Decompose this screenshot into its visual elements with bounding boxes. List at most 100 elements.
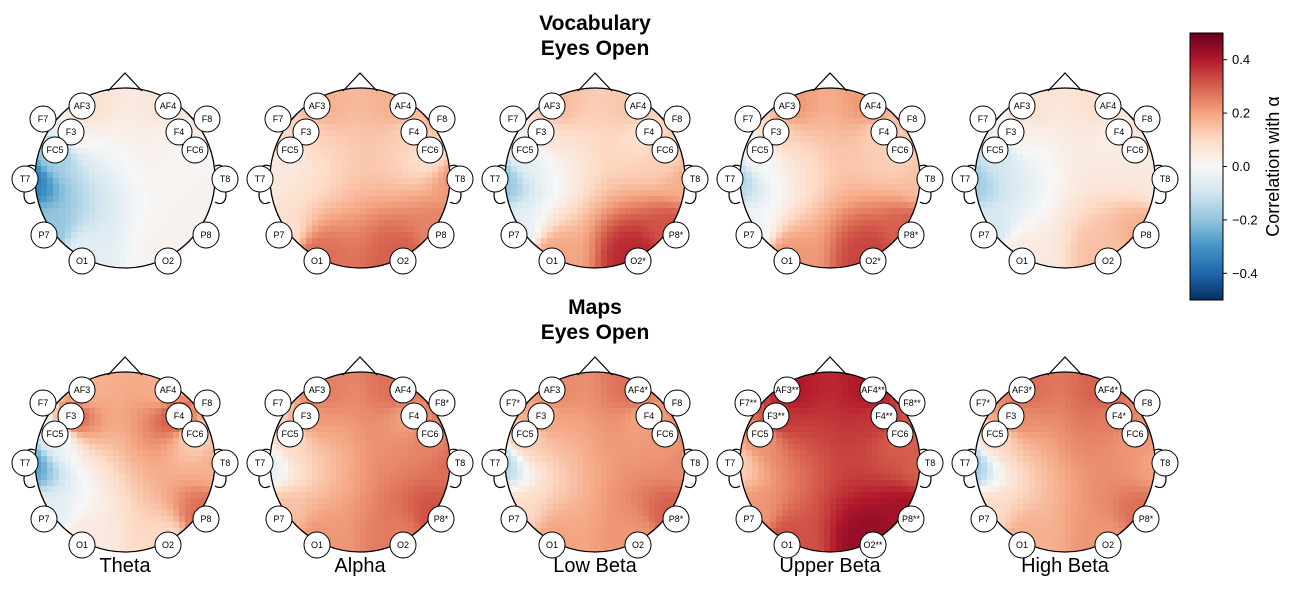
electrode-fc6: FC6: [181, 136, 209, 164]
nose-outline: [1047, 72, 1083, 92]
electrode-label: T7: [20, 174, 31, 184]
electrode-f4: F4: [400, 402, 428, 430]
electrode-f8: F8: [663, 105, 691, 133]
topomap-1-4: AF3* AF4* F7* F8 F3 F4* FC5 FC6 T7 T8 P7 P8* O1 O2: [951, 356, 1179, 559]
electrode-label: F3: [66, 127, 77, 137]
electrode-label: T7: [255, 458, 266, 468]
electrode-label: P8*: [1139, 514, 1154, 524]
electrode-o2: O2: [389, 247, 417, 275]
electrode-label: AF3: [74, 101, 91, 111]
interpolated-field: [505, 88, 685, 268]
electrode-label: F3: [66, 411, 77, 421]
electrode-label: O2: [162, 540, 174, 550]
nose-outline: [577, 356, 613, 376]
electrode-f8: F8*: [428, 389, 456, 417]
band-label-high-beta: High Beta: [1021, 555, 1109, 577]
electrode-label: T7: [490, 174, 501, 184]
electrode-o1: O1: [303, 531, 331, 559]
electrode-fc6: FC6: [1121, 136, 1149, 164]
electrode-label: F7: [38, 114, 49, 124]
electrode-t7: T7: [951, 165, 979, 193]
electrode-af4: AF4: [154, 92, 182, 120]
electrode-label: AF4: [160, 385, 177, 395]
electrode-af3: AF3**: [773, 376, 801, 404]
row-title-line2: Eyes Open: [540, 37, 650, 60]
electrode-o2: O2**: [859, 531, 887, 559]
electrode-label: F8: [672, 398, 683, 408]
electrode-af4: AF4: [624, 92, 652, 120]
electrode-p8: P8*: [662, 221, 690, 249]
electrode-label: FC6: [891, 429, 908, 439]
electrode-label: F8**: [903, 398, 921, 408]
electrode-label: F4: [409, 127, 420, 137]
electrode-f4: F4: [635, 402, 663, 430]
electrode-f7: F7*: [499, 389, 527, 417]
electrode-o2: O2: [389, 531, 417, 559]
electrode-t8: T8: [446, 165, 474, 193]
electrode-t7: T7: [481, 449, 509, 477]
electrode-f3: F3**: [762, 402, 790, 430]
topomap-0-1: AF3 AF4 F7 F8 F3 F4 FC5 FC6 T7 T8 P7 P8 O1 O2: [246, 72, 474, 275]
electrode-fc5: FC5: [511, 420, 539, 448]
electrode-label: FC6: [1126, 145, 1143, 155]
electrode-label: P8: [1140, 230, 1151, 240]
electrode-f7: F7: [29, 105, 57, 133]
electrode-label: O1: [781, 540, 793, 550]
electrode-label: T7: [725, 458, 736, 468]
electrode-o1: O1: [773, 531, 801, 559]
electrode-t7: T7: [481, 165, 509, 193]
colorbar-tick-label: 0.4: [1232, 52, 1250, 67]
nose-outline: [342, 72, 378, 92]
electrode-label: F7: [978, 114, 989, 124]
electrode-label: FC6: [891, 145, 908, 155]
electrode-af4: AF4*: [624, 376, 652, 404]
electrode-label: F7**: [739, 398, 757, 408]
electrode-label: F4: [409, 411, 420, 421]
electrode-label: F3: [536, 411, 547, 421]
electrode-label: FC5: [751, 429, 768, 439]
electrode-f4: F4: [165, 118, 193, 146]
electrode-label: FC5: [46, 145, 63, 155]
electrode-o1: O1: [538, 247, 566, 275]
electrode-label: F4**: [875, 411, 893, 421]
electrode-af4: AF4: [859, 92, 887, 120]
electrode-p8: P8: [192, 221, 220, 249]
electrode-label: T7: [725, 174, 736, 184]
electrode-p7: P7: [500, 505, 528, 533]
nose-outline: [107, 72, 143, 92]
electrode-af3: AF3: [773, 92, 801, 120]
electrode-label: O1: [76, 256, 88, 266]
nose-outline: [342, 356, 378, 376]
electrode-label: AF4*: [628, 385, 649, 395]
electrode-p7: P7: [265, 505, 293, 533]
electrode-label: FC6: [1126, 429, 1143, 439]
electrode-p8: P8*: [662, 505, 690, 533]
electrode-label: T8: [455, 174, 466, 184]
row-title-line1: Vocabulary: [539, 12, 651, 35]
electrode-t7: T7: [716, 165, 744, 193]
electrode-label: P7: [273, 230, 284, 240]
electrode-label: AF3: [74, 385, 91, 395]
electrode-fc5: FC5: [41, 136, 69, 164]
electrode-label: AF4: [1100, 101, 1117, 111]
electrode-label: O2*: [630, 256, 646, 266]
electrode-label: O1: [546, 540, 558, 550]
electrode-o2: O2: [154, 247, 182, 275]
electrode-label: AF3**: [775, 385, 799, 395]
electrode-label: AF3: [309, 385, 326, 395]
row-title-maps: Maps Eyes Open: [395, 295, 795, 345]
electrode-t7: T7: [11, 165, 39, 193]
electrode-f8: F8**: [898, 389, 926, 417]
electrode-label: F7*: [976, 398, 991, 408]
interpolated-field: [975, 88, 1155, 268]
electrode-f3: F3: [57, 402, 85, 430]
nose-outline: [812, 72, 848, 92]
electrode-label: F4: [1114, 127, 1125, 137]
electrode-t8: T8: [916, 165, 944, 193]
electrode-fc5: FC5: [981, 136, 1009, 164]
electrode-f7: F7*: [969, 389, 997, 417]
electrode-label: T7: [490, 458, 501, 468]
electrode-fc6: FC6: [651, 420, 679, 448]
electrode-t8: T8: [681, 165, 709, 193]
electrode-label: P8*: [904, 230, 919, 240]
